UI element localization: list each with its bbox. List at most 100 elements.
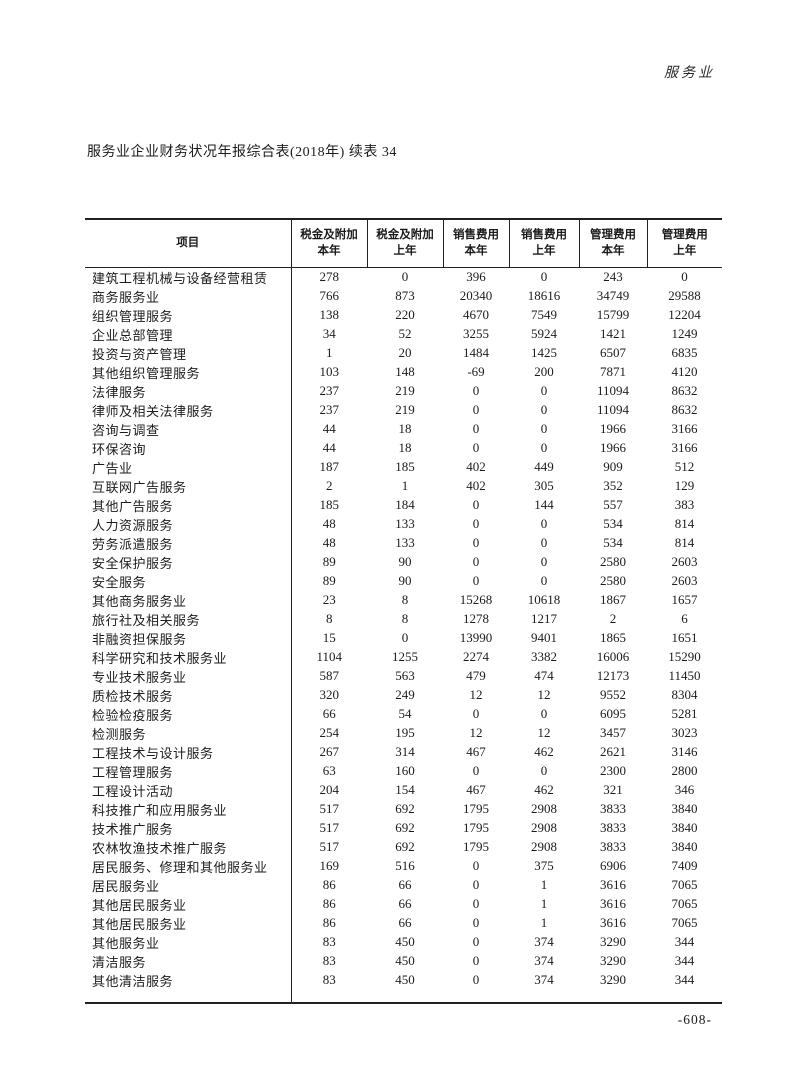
- row-item-label: 工程设计活动: [85, 780, 292, 800]
- cell-value: 0: [540, 383, 548, 398]
- row-item-label: 农林牧渔技术推广服务: [85, 837, 292, 857]
- cell-value: 9552: [600, 687, 626, 702]
- cell-value: 3255: [463, 326, 489, 341]
- cell-value: 89: [322, 554, 336, 569]
- cell-value: 8: [326, 611, 333, 626]
- cell-value: 1421: [600, 326, 626, 341]
- cell-value: 1425: [531, 345, 557, 360]
- row-item-label: 企业总部管理: [85, 324, 292, 344]
- table-row: 技术推广服务 517 692 1795 2908 3833 3840: [85, 818, 722, 838]
- cell-value: 450: [395, 972, 415, 987]
- row-item-label: 咨询与调查: [85, 419, 292, 439]
- cell-value: 4670: [463, 307, 489, 322]
- cell-value: 1: [401, 478, 409, 493]
- cell-value: 2908: [531, 801, 557, 816]
- row-item-label: 其他组织管理服务: [85, 362, 292, 382]
- cell-value: 517: [319, 801, 340, 816]
- financial-table-container: 项目 税金及附加 本年 税金及附加 上年 销售费用 本年 销售费用 上年 管理费用 本年 管理费用 上年…: [85, 218, 722, 1004]
- cell-value: 52: [398, 326, 412, 341]
- row-item-label: 专业技术服务业: [85, 666, 292, 686]
- row-item-label: 检测服务: [85, 723, 292, 743]
- cell-value: 516: [395, 858, 415, 873]
- row-item-label: 居民服务业: [85, 875, 292, 895]
- cell-value: 6095: [600, 706, 626, 721]
- cell-value: 66: [398, 915, 412, 930]
- cell-value: 249: [395, 687, 415, 702]
- cell-value: 512: [674, 459, 695, 474]
- table-row: 其他清洁服务 83 450 0 374 3290 344: [85, 970, 722, 990]
- cell-value: 278: [319, 269, 340, 284]
- cell-value: 1217: [531, 611, 557, 626]
- cell-value: -69: [467, 364, 485, 379]
- cell-value: 7065: [671, 877, 698, 892]
- cell-value: 5924: [531, 326, 557, 341]
- table-row: 工程管理服务 63 160 0 0 2300 2800: [85, 761, 722, 781]
- cell-value: 375: [534, 858, 554, 873]
- cell-value: 3290: [600, 953, 626, 968]
- row-item-label: 安全保护服务: [85, 552, 292, 572]
- row-item-label: 投资与资产管理: [85, 343, 292, 363]
- cell-value: 0: [472, 877, 480, 892]
- table-row: 其他商务服务业 23 8 15268 10618 1867 1657: [85, 590, 722, 610]
- table-row: 其他居民服务业 86 66 0 1 3616 7065: [85, 913, 722, 933]
- cell-value: 16006: [596, 649, 630, 664]
- table-row: 专业技术服务业 587 563 479 474 12173 11450: [85, 666, 722, 686]
- cell-value: 0: [472, 972, 480, 987]
- cell-value: 0: [472, 554, 480, 569]
- cell-value: 243: [603, 269, 623, 284]
- cell-value: 12: [537, 725, 551, 740]
- cell-value: 2908: [531, 820, 557, 835]
- cell-value: 18: [398, 421, 412, 436]
- cell-value: 6507: [600, 345, 626, 360]
- cell-value: 6906: [600, 858, 626, 873]
- cell-value: 195: [395, 725, 415, 740]
- cell-value: 20: [398, 345, 412, 360]
- cell-value: 220: [395, 307, 415, 322]
- cell-value: 0: [472, 383, 480, 398]
- cell-value: 0: [540, 763, 548, 778]
- cell-value: 3166: [671, 421, 698, 436]
- table-row: 咨询与调查 44 18 0 0 1966 3166: [85, 419, 722, 439]
- cell-value: 219: [395, 383, 415, 398]
- cell-value: 12204: [668, 307, 701, 322]
- cell-value: 83: [322, 934, 336, 949]
- cell-value: 148: [395, 364, 415, 379]
- cell-value: 0: [472, 497, 480, 512]
- cell-value: 48: [322, 535, 336, 550]
- cell-value: 13990: [459, 630, 493, 645]
- cell-value: 0: [401, 269, 409, 284]
- cell-value: 314: [395, 744, 415, 759]
- cell-value: 344: [674, 934, 695, 949]
- cell-value: 479: [466, 668, 486, 683]
- table-row: 安全服务 89 90 0 0 2580 2603: [85, 571, 722, 591]
- cell-value: 0: [540, 554, 548, 569]
- cell-value: 48: [322, 516, 336, 531]
- cell-value: 66: [322, 706, 336, 721]
- table-header-row: 项目 税金及附加 本年 税金及附加 上年 销售费用 本年 销售费用 上年 管理费用 本年 管理费用 上年: [85, 219, 722, 268]
- table-row: 劳务派遣服务 48 133 0 0 534 814: [85, 533, 722, 553]
- cell-value: 18: [398, 440, 412, 455]
- row-item-label: 其他服务业: [85, 932, 292, 952]
- cell-value: 0: [472, 535, 480, 550]
- cell-value: 44: [322, 440, 336, 455]
- cell-value: 1255: [392, 649, 418, 664]
- table-row: 投资与资产管理 1 20 1484 1425 6507 6835: [85, 343, 722, 363]
- cell-value: 814: [674, 535, 695, 550]
- column-header-item: 项目: [85, 219, 291, 268]
- table-row: 组织管理服务 138 220 4670 7549 15799 12204: [85, 305, 722, 325]
- column-header-2: 销售费用 本年: [442, 219, 509, 268]
- cell-value: 2603: [671, 573, 698, 588]
- cell-value: 534: [603, 535, 623, 550]
- cell-value: 86: [322, 915, 336, 930]
- cell-value: 1: [540, 915, 548, 930]
- row-item-label: 广告业: [85, 457, 292, 477]
- cell-value: 462: [534, 782, 554, 797]
- cell-value: 144: [534, 497, 554, 512]
- row-item-label: 其他居民服务业: [85, 913, 292, 933]
- cell-value: 90: [398, 554, 412, 569]
- column-header-1: 税金及附加 上年: [366, 219, 443, 268]
- cell-value: 44: [322, 421, 336, 436]
- page-title: 服务业企业财务状况年报综合表(2018年) 续表 34: [87, 145, 397, 160]
- cell-value: 267: [319, 744, 340, 759]
